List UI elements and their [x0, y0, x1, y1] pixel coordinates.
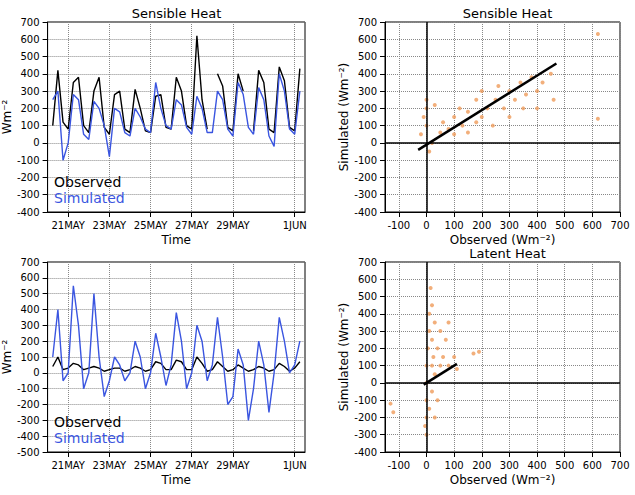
svg-text:27MAY: 27MAY [175, 460, 209, 471]
svg-text:Wm⁻²: Wm⁻² [0, 339, 14, 374]
svg-text:400: 400 [528, 220, 547, 231]
svg-text:-200: -200 [354, 172, 377, 183]
svg-text:23MAY: 23MAY [93, 220, 127, 231]
svg-text:-200: -200 [17, 172, 40, 183]
svg-text:100: 100 [21, 352, 40, 363]
svg-text:-100: -100 [17, 383, 40, 394]
svg-text:-300: -300 [354, 429, 377, 440]
svg-text:300: 300 [21, 86, 40, 97]
svg-text:0: 0 [33, 137, 39, 148]
svg-text:400: 400 [21, 304, 40, 315]
svg-text:700: 700 [358, 257, 377, 268]
svg-text:25MAY: 25MAY [134, 460, 168, 471]
svg-text:400: 400 [528, 460, 547, 471]
svg-text:Sensible Heat: Sensible Heat [132, 6, 222, 21]
svg-text:500: 500 [555, 220, 574, 231]
svg-text:-400: -400 [354, 447, 377, 458]
svg-text:400: 400 [358, 68, 377, 79]
svg-text:-100: -100 [354, 395, 377, 406]
svg-text:-300: -300 [354, 189, 377, 200]
svg-text:300: 300 [21, 320, 40, 331]
svg-text:-400: -400 [17, 207, 40, 218]
svg-text:0: 0 [371, 377, 377, 388]
svg-text:700: 700 [610, 460, 629, 471]
svg-text:500: 500 [358, 291, 377, 302]
svg-text:0: 0 [371, 137, 377, 148]
svg-text:200: 200 [358, 103, 377, 114]
svg-text:300: 300 [358, 326, 377, 337]
svg-text:-100: -100 [387, 460, 410, 471]
svg-text:100: 100 [445, 220, 464, 231]
svg-text:600: 600 [583, 460, 602, 471]
svg-text:600: 600 [583, 220, 602, 231]
svg-text:0: 0 [33, 367, 39, 378]
svg-text:-100: -100 [387, 220, 410, 231]
svg-text:700: 700 [358, 17, 377, 28]
svg-text:600: 600 [358, 274, 377, 285]
svg-text:500: 500 [21, 288, 40, 299]
svg-text:-500: -500 [17, 447, 40, 458]
svg-text:0: 0 [423, 220, 429, 231]
svg-text:400: 400 [21, 68, 40, 79]
svg-text:600: 600 [358, 34, 377, 45]
svg-text:-100: -100 [354, 155, 377, 166]
svg-text:1JUN: 1JUN [283, 460, 307, 471]
svg-text:300: 300 [358, 86, 377, 97]
svg-text:Observed: Observed [54, 414, 121, 430]
svg-text:23MAY: 23MAY [93, 460, 127, 471]
svg-text:-400: -400 [354, 207, 377, 218]
svg-text:Latent Heat: Latent Heat [469, 246, 546, 261]
svg-text:200: 200 [472, 460, 491, 471]
svg-text:600: 600 [21, 272, 40, 283]
svg-text:100: 100 [445, 460, 464, 471]
svg-text:1JUN: 1JUN [283, 220, 307, 231]
svg-text:25MAY: 25MAY [134, 220, 168, 231]
svg-text:-300: -300 [17, 189, 40, 200]
svg-text:-200: -200 [17, 399, 40, 410]
svg-text:100: 100 [358, 120, 377, 131]
svg-text:100: 100 [358, 360, 377, 371]
svg-text:200: 200 [21, 336, 40, 347]
svg-text:100: 100 [21, 120, 40, 131]
svg-text:29MAY: 29MAY [216, 220, 250, 231]
svg-text:29MAY: 29MAY [216, 460, 250, 471]
svg-text:500: 500 [358, 51, 377, 62]
svg-text:Simulated (Wm⁻²): Simulated (Wm⁻²) [337, 63, 351, 172]
svg-text:Simulated: Simulated [54, 190, 125, 206]
svg-text:Observed (Wm⁻²): Observed (Wm⁻²) [450, 473, 556, 487]
svg-text:500: 500 [555, 460, 574, 471]
svg-text:Wm⁻²: Wm⁻² [0, 99, 14, 134]
svg-text:0: 0 [423, 460, 429, 471]
svg-text:300: 300 [500, 220, 519, 231]
svg-text:200: 200 [21, 103, 40, 114]
svg-text:-400: -400 [17, 431, 40, 442]
svg-text:21MAY: 21MAY [51, 220, 85, 231]
svg-text:Simulated (Wm⁻²): Simulated (Wm⁻²) [337, 303, 351, 412]
svg-text:Time: Time [161, 473, 191, 487]
svg-text:700: 700 [610, 220, 629, 231]
svg-text:Sensible Heat: Sensible Heat [463, 6, 553, 21]
svg-text:-300: -300 [17, 415, 40, 426]
svg-text:Time: Time [161, 233, 191, 247]
svg-text:200: 200 [472, 220, 491, 231]
svg-text:700: 700 [21, 17, 40, 28]
svg-text:600: 600 [21, 34, 40, 45]
svg-text:-200: -200 [354, 412, 377, 423]
svg-text:Observed: Observed [54, 174, 121, 190]
svg-text:300: 300 [500, 460, 519, 471]
svg-text:400: 400 [358, 308, 377, 319]
svg-text:700: 700 [21, 257, 40, 268]
svg-text:-100: -100 [17, 155, 40, 166]
svg-text:500: 500 [21, 51, 40, 62]
svg-text:27MAY: 27MAY [175, 220, 209, 231]
svg-text:21MAY: 21MAY [51, 460, 85, 471]
svg-text:Observed (Wm⁻²): Observed (Wm⁻²) [450, 233, 556, 247]
svg-text:200: 200 [358, 343, 377, 354]
svg-text:Simulated: Simulated [54, 430, 125, 446]
